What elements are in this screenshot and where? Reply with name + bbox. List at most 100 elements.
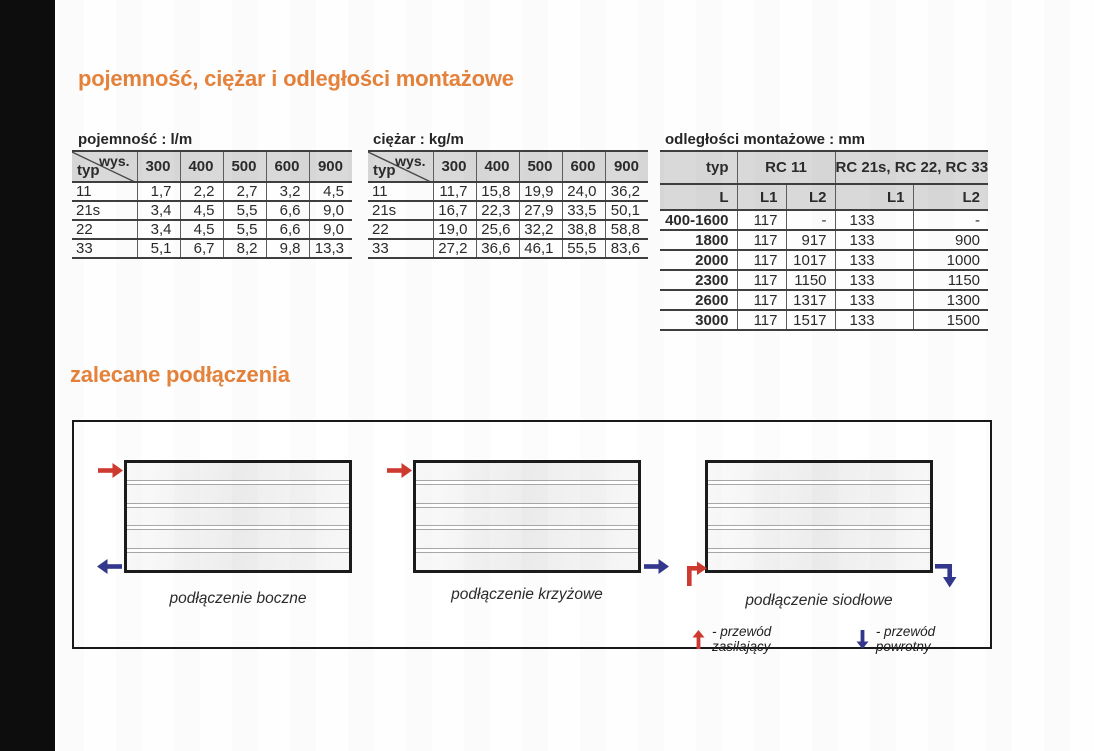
radiator-panel xyxy=(416,506,638,527)
radiator-panel xyxy=(127,484,349,504)
radiator-panel xyxy=(708,506,930,527)
cell: 55,5 xyxy=(561,239,605,258)
row-label: 3000 xyxy=(695,311,729,329)
cell: 117 xyxy=(736,230,786,250)
radiator-panel xyxy=(127,506,349,527)
table-row: 2300 117 1150 133 1150 xyxy=(660,270,989,290)
cell: 4,5 xyxy=(179,220,223,239)
cell: 917 xyxy=(785,230,836,250)
cell: 9,8 xyxy=(265,239,309,258)
subheader-L1: L1 xyxy=(834,184,914,210)
column-header: 500 xyxy=(222,151,266,182)
cell: 4,5 xyxy=(308,182,352,201)
row-label: 11 xyxy=(76,183,92,200)
radiator-panel xyxy=(708,551,930,571)
row-label: 33 xyxy=(372,240,389,257)
return-elbow-arrow-icon xyxy=(935,558,965,590)
legend-item-return: - przewód powrotny xyxy=(856,624,990,654)
row-label: 22 xyxy=(372,221,389,238)
row-label: 21s xyxy=(372,202,397,219)
table-row: 11 11,7 15,8 19,9 24,0 36,2 xyxy=(368,182,648,201)
group-header-rc11: RC 11 xyxy=(736,151,836,184)
cell: 117 xyxy=(736,270,786,290)
cell: 133 xyxy=(834,290,914,310)
capacity-header-row: wys. typ 300 400 500 600 900 xyxy=(72,151,352,182)
cell: 27,9 xyxy=(518,201,562,220)
row-label: 2300 xyxy=(695,271,729,289)
cell: 3,4 xyxy=(136,201,180,220)
group-header-rc21s-22-33: RC 21s, RC 22, RC 33 xyxy=(834,151,989,184)
column-header: 900 xyxy=(308,151,352,182)
column-header: 900 xyxy=(604,151,648,182)
corner-header-cell: wys. typ xyxy=(368,151,433,182)
cell: 133 xyxy=(834,250,914,270)
cell: 8,2 xyxy=(222,239,266,258)
cell: 6,7 xyxy=(179,239,223,258)
column-header: 500 xyxy=(518,151,562,182)
cell: 1300 xyxy=(912,290,989,310)
cell: 3,4 xyxy=(136,220,180,239)
cell: 16,7 xyxy=(432,201,476,220)
subheader-L2: L2 xyxy=(785,184,836,210)
cell: 13,3 xyxy=(308,239,352,258)
table-row: 11 1,7 2,2 2,7 3,2 4,5 xyxy=(72,182,352,201)
cell: 117 xyxy=(736,210,786,230)
cell: 1317 xyxy=(785,290,836,310)
corner-label-typ: typ xyxy=(373,162,396,179)
radiator-panel xyxy=(708,484,930,504)
cell: 117 xyxy=(736,310,786,330)
radiator-panel xyxy=(127,551,349,571)
column-header: 300 xyxy=(432,151,476,182)
cell: 19,9 xyxy=(518,182,562,201)
weight-table-label: ciężar : kg/m xyxy=(373,131,464,148)
radiator-panel xyxy=(416,551,638,571)
caption-saddle-connection: podłączenie siodłowe xyxy=(745,592,893,609)
legend: - przewód zasilający - przewód powrotny xyxy=(692,624,990,654)
table-row: 2600 117 1317 133 1300 xyxy=(660,290,989,310)
cell: - xyxy=(912,210,989,230)
cell: 33,5 xyxy=(561,201,605,220)
cell: 117 xyxy=(736,250,786,270)
cell: 9,0 xyxy=(308,220,352,239)
legend-item-supply: - przewód zasilający xyxy=(692,624,830,654)
table-row: 2000 117 1017 133 1000 xyxy=(660,250,989,270)
cell: 1,7 xyxy=(136,182,180,201)
radiator-diagram-side xyxy=(124,460,352,573)
cell: 2,2 xyxy=(179,182,223,201)
table-row: 1800 117 917 133 900 xyxy=(660,230,989,250)
radiator-panel xyxy=(127,529,349,549)
subheader-L1: L1 xyxy=(736,184,786,210)
column-header: 400 xyxy=(475,151,519,182)
cell: 6,6 xyxy=(265,201,309,220)
mounting-table: typ RC 11 RC 21s, RC 22, RC 33 L L1 L2 L… xyxy=(660,150,989,331)
table-row: 22 3,4 4,5 5,5 6,6 9,0 xyxy=(72,220,352,239)
cell: 32,2 xyxy=(518,220,562,239)
subheader-L: L xyxy=(660,184,737,210)
cell: 117 xyxy=(736,290,786,310)
return-arrow-left-icon xyxy=(96,558,122,575)
legend-return-label: - przewód powrotny xyxy=(875,624,936,654)
table-row: 22 19,0 25,6 32,2 38,8 58,8 xyxy=(368,220,648,239)
corner-header-cell: wys. typ xyxy=(72,151,137,182)
radiator-panel xyxy=(416,484,638,504)
supply-arrow-right-icon xyxy=(98,462,124,479)
supply-arrow-up-icon xyxy=(692,629,705,649)
capacity-table: wys. typ 300 400 500 600 900 11 1,7 2,2 … xyxy=(72,150,352,259)
column-header: 600 xyxy=(561,151,605,182)
subheader-L2: L2 xyxy=(912,184,989,210)
radiator-panel xyxy=(127,463,349,482)
corner-label-wys: wys. xyxy=(99,153,130,169)
table-row: 3000 117 1517 133 1500 xyxy=(660,310,989,330)
mounting-group-header-row: typ RC 11 RC 21s, RC 22, RC 33 xyxy=(660,151,989,184)
cell: 50,1 xyxy=(604,201,648,220)
cell: 133 xyxy=(834,270,914,290)
table-row: 33 27,2 36,6 46,1 55,5 83,6 xyxy=(368,239,648,258)
column-header: 300 xyxy=(136,151,180,182)
cell: 1150 xyxy=(785,270,836,290)
column-header: 600 xyxy=(265,151,309,182)
cell: 1500 xyxy=(912,310,989,330)
cell: 1017 xyxy=(785,250,836,270)
scan-edge-bar xyxy=(0,0,55,751)
cell: 9,0 xyxy=(308,201,352,220)
